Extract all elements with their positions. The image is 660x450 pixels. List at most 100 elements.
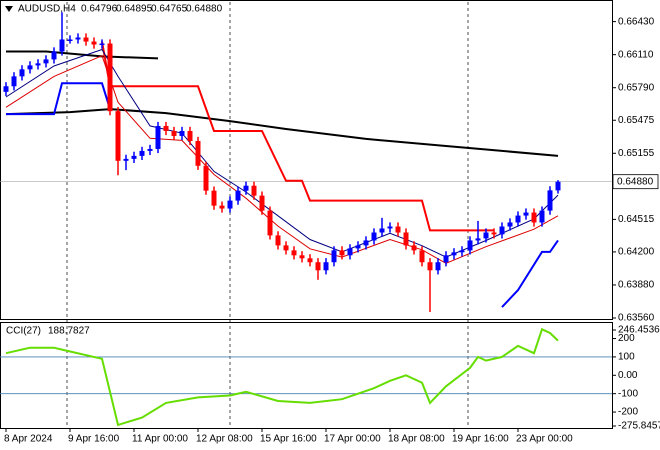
candle-body bbox=[395, 226, 401, 233]
y-tick-label: 0.65475 bbox=[618, 115, 655, 126]
x-tick-label: 15 Apr 16:00 bbox=[260, 434, 317, 445]
cci-title: CCI(27) bbox=[6, 326, 41, 337]
y-tick-label: 200 bbox=[618, 333, 635, 344]
indicator-line bbox=[5, 48, 559, 258]
candle-body bbox=[451, 252, 457, 256]
x-tick-label: 19 Apr 16:00 bbox=[452, 434, 509, 445]
candle-body bbox=[555, 181, 561, 191]
candle-body bbox=[211, 190, 217, 206]
x-tick-label: 18 Apr 08:00 bbox=[388, 434, 445, 445]
x-tick-label: 8 Apr 2024 bbox=[4, 434, 53, 445]
indicator-line bbox=[501, 239, 559, 308]
symbol-title: AUDUSD,H4 bbox=[18, 4, 76, 15]
close-value: 0.64880 bbox=[186, 4, 223, 15]
candle-body bbox=[387, 226, 393, 229]
y-tick-label: 0.63880 bbox=[618, 280, 655, 291]
candle-body bbox=[43, 59, 49, 64]
candle-body bbox=[267, 210, 273, 236]
candle-body bbox=[307, 258, 313, 263]
candle-body bbox=[195, 140, 201, 166]
candle-body bbox=[147, 148, 153, 151]
candle-body bbox=[67, 39, 73, 41]
candle-body bbox=[11, 76, 17, 87]
candle-body bbox=[139, 150, 145, 156]
cci-line bbox=[5, 327, 559, 427]
indicator-line bbox=[5, 55, 559, 264]
x-tick-label: 12 Apr 08:00 bbox=[196, 434, 253, 445]
y-tick-label: 0.66110 bbox=[618, 49, 654, 60]
candle-body bbox=[131, 155, 137, 159]
high-value: 0.64895 bbox=[116, 4, 153, 15]
y-tick-label: -275.8457 bbox=[618, 421, 660, 432]
cci-value: 188.7827 bbox=[48, 326, 90, 337]
candle-body bbox=[499, 226, 505, 235]
candle-body bbox=[547, 190, 553, 211]
candle-body bbox=[123, 158, 129, 161]
x-tick-label: 23 Apr 00:00 bbox=[516, 434, 573, 445]
candle-body bbox=[539, 210, 545, 223]
candle-body bbox=[299, 255, 305, 259]
candle-body bbox=[283, 245, 289, 251]
candle-body bbox=[99, 43, 105, 46]
candle-body bbox=[403, 232, 409, 246]
candle-body bbox=[203, 165, 209, 191]
open-value: 0.64796 bbox=[81, 4, 118, 15]
y-tick-label: 0.66430 bbox=[618, 16, 655, 27]
y-tick-label: -100 bbox=[618, 388, 638, 399]
x-tick-label: 17 Apr 00:00 bbox=[324, 434, 381, 445]
price-label: 0.64880 bbox=[617, 176, 654, 187]
candle-body bbox=[219, 205, 225, 209]
candle-body bbox=[59, 39, 65, 52]
candle-body bbox=[347, 248, 353, 256]
candle-body bbox=[243, 185, 249, 191]
candle-body bbox=[291, 250, 297, 256]
x-tick-label: 11 Apr 00:00 bbox=[132, 434, 188, 445]
candle-body bbox=[475, 238, 481, 241]
candle-body bbox=[75, 37, 81, 40]
x-tick-label: 9 Apr 16:00 bbox=[68, 434, 120, 445]
indicator-line bbox=[6, 82, 111, 116]
candle-body bbox=[227, 200, 233, 209]
candle-body bbox=[419, 250, 425, 263]
candle-body bbox=[163, 126, 169, 131]
candle-body bbox=[315, 262, 321, 271]
price-box bbox=[612, 174, 659, 190]
candle-body bbox=[459, 250, 465, 253]
candle-body bbox=[515, 215, 521, 223]
candle-body bbox=[83, 37, 89, 42]
candle-body bbox=[483, 232, 489, 239]
indicator-line bbox=[6, 50, 159, 60]
y-tick-label: 0.00 bbox=[618, 370, 638, 381]
candle-body bbox=[235, 190, 241, 201]
y-tick-label: 246.4536 bbox=[618, 325, 660, 336]
candle-body bbox=[491, 232, 497, 235]
candle-body bbox=[435, 262, 441, 271]
candle-body bbox=[363, 240, 369, 246]
indicator-line bbox=[5, 108, 559, 157]
candle-body bbox=[251, 185, 257, 196]
candle-body bbox=[115, 111, 121, 161]
candle-body bbox=[443, 255, 449, 263]
candle-body bbox=[187, 130, 193, 141]
candle-body bbox=[379, 228, 385, 233]
y-tick-label: 0.63560 bbox=[618, 313, 655, 324]
y-tick-label: 0.65155 bbox=[618, 148, 655, 159]
candle-body bbox=[3, 86, 9, 92]
candle-body bbox=[331, 250, 337, 263]
y-tick-label: 0.64200 bbox=[618, 247, 655, 258]
y-tick-label: 0.64515 bbox=[618, 214, 655, 225]
candle-body bbox=[323, 262, 329, 271]
candle-body bbox=[19, 69, 25, 77]
candle-body bbox=[275, 235, 281, 246]
main-frame bbox=[0, 0, 613, 320]
y-tick-label: -200 bbox=[618, 407, 638, 418]
candle-body bbox=[91, 41, 97, 45]
y-tick-label: 0.65790 bbox=[618, 82, 655, 93]
candle-body bbox=[467, 240, 473, 251]
symbol-icon bbox=[5, 6, 13, 12]
indicator-line bbox=[101, 41, 494, 232]
candle-body bbox=[427, 262, 433, 271]
